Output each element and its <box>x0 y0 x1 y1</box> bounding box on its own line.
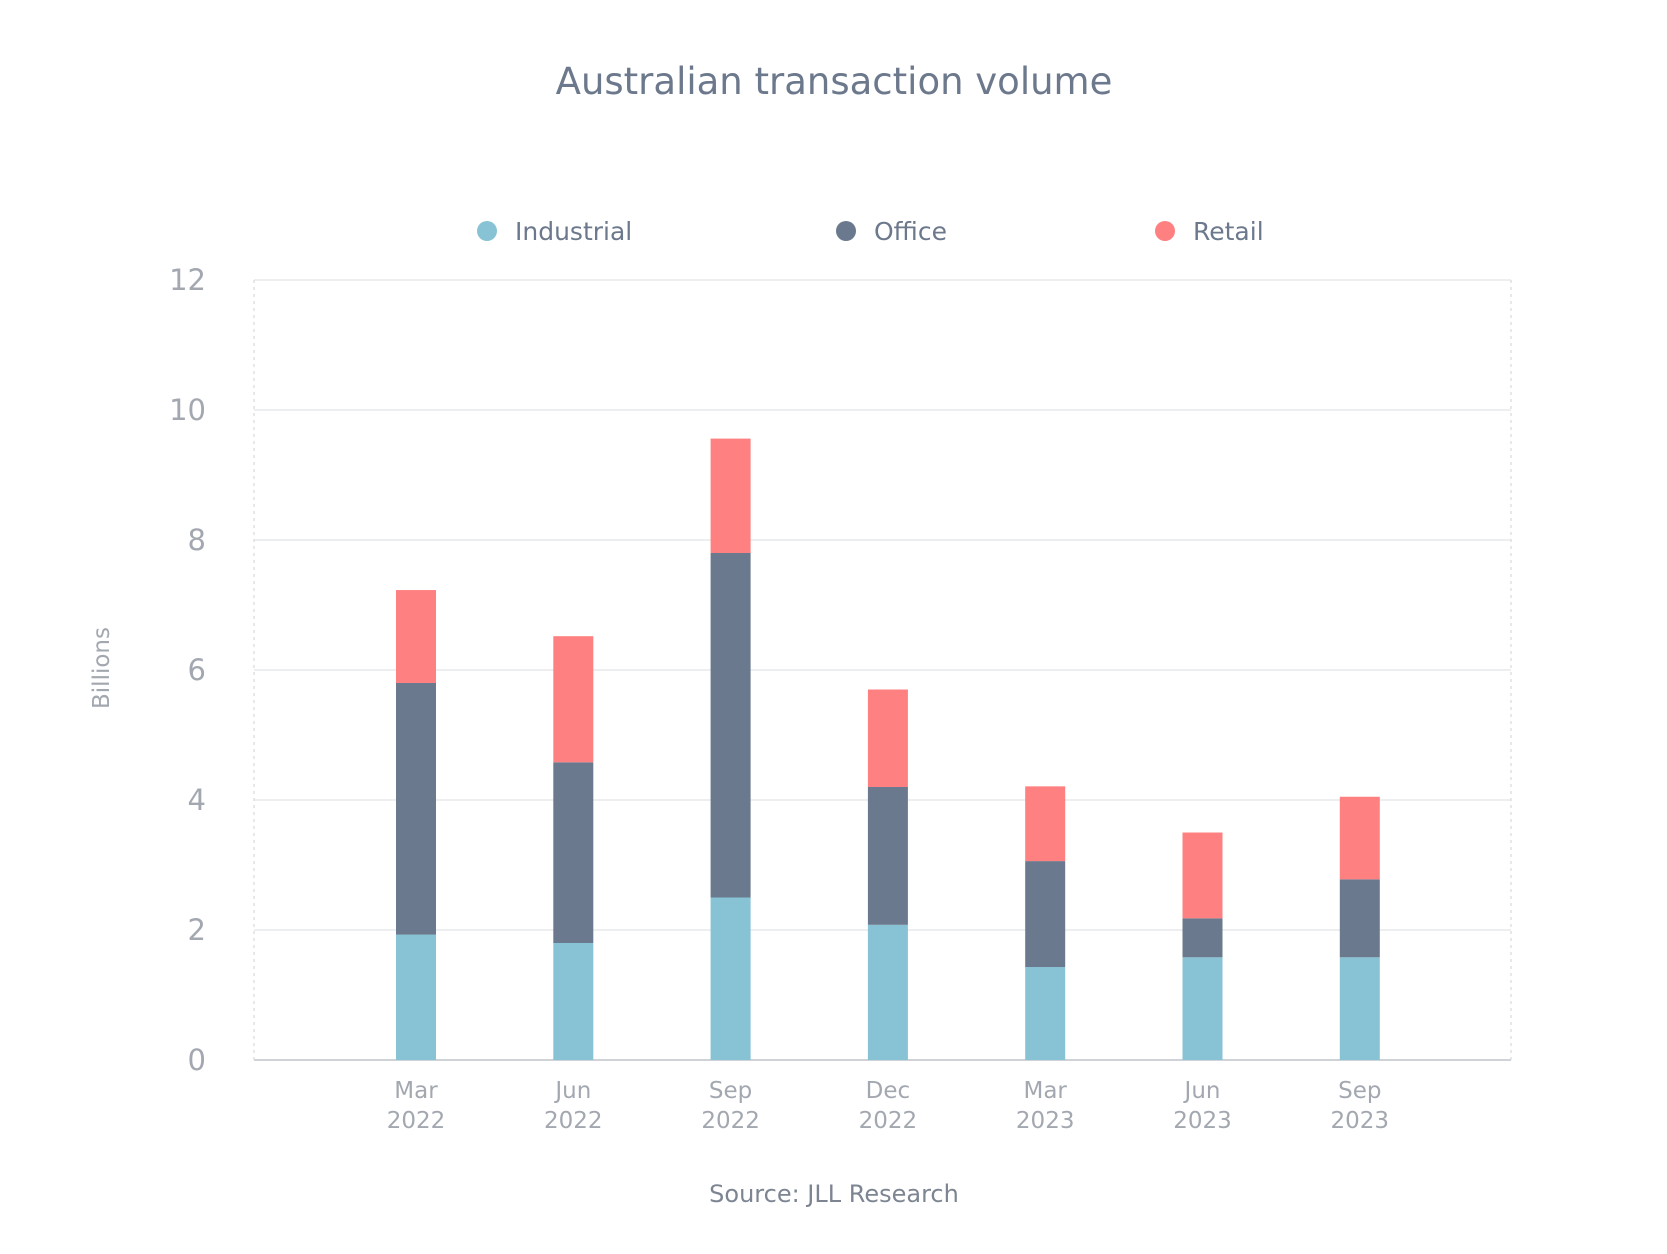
x-tick-label: 2023 <box>1016 1108 1075 1134</box>
x-tick-label: Mar <box>1023 1078 1067 1104</box>
x-tick-label: Jun <box>553 1078 591 1104</box>
bar-segment-retail <box>1339 796 1380 880</box>
legend: Industrial Office Retail <box>477 217 1264 246</box>
y-axis-label: Billions <box>89 627 115 709</box>
y-tick-label: 6 <box>188 653 206 687</box>
bar-segment-office <box>553 762 594 943</box>
legend-label: Retail <box>1193 217 1264 246</box>
x-tick-label: Mar <box>394 1078 438 1104</box>
grid <box>253 279 1512 1061</box>
bar-segment-retail <box>553 636 594 763</box>
legend-item-industrial: Industrial <box>477 217 632 246</box>
y-tick-label: 8 <box>188 523 206 557</box>
bars <box>396 438 1380 1060</box>
bar-segment-retail <box>396 590 436 683</box>
x-tick-label: 2022 <box>544 1108 603 1134</box>
legend-label: Industrial <box>515 217 632 246</box>
y-tick-label: 0 <box>188 1043 206 1077</box>
bar-segment-industrial <box>1339 957 1380 1060</box>
bar-segment-office <box>1339 879 1380 958</box>
bar-segment-retail <box>1025 786 1066 862</box>
bar-segment-office <box>1182 918 1223 958</box>
bar-segment-industrial <box>1182 957 1223 1060</box>
x-tick-label: 2023 <box>1331 1108 1390 1134</box>
y-tick-label: 10 <box>169 393 206 427</box>
legend-item-office: Office <box>836 217 947 246</box>
x-tick-label: 2023 <box>1173 1108 1232 1134</box>
y-tick-label: 2 <box>188 913 206 947</box>
bar-segment-industrial <box>1025 967 1066 1060</box>
x-tick-label: Sep <box>709 1078 752 1104</box>
bar-segment-industrial <box>710 897 751 1060</box>
bar-segment-retail <box>1182 832 1223 919</box>
x-tick-label: Dec <box>866 1078 911 1104</box>
legend-item-retail: Retail <box>1155 217 1264 246</box>
bar-segment-industrial <box>553 943 594 1060</box>
chart-title: Australian transaction volume <box>556 60 1113 103</box>
legend-marker <box>836 221 856 241</box>
y-axis-ticks: 0 2 4 6 8 10 12 <box>169 263 206 1077</box>
x-tick-label: 2022 <box>701 1108 760 1134</box>
source-note: Source: JLL Research <box>709 1180 959 1208</box>
bar-segment-office <box>396 683 436 935</box>
x-tick-label: Jun <box>1183 1078 1221 1104</box>
x-tick-label: 2022 <box>859 1108 918 1134</box>
x-axis-ticks: Mar 2022 Jun 2022 Sep 2022 Dec 2022 Mar 2023 Jun 20… <box>387 1078 1389 1134</box>
legend-marker <box>1155 221 1175 241</box>
bar-segment-industrial <box>867 924 908 1060</box>
bar-segment-retail <box>710 438 751 553</box>
x-tick-label: Sep <box>1338 1078 1381 1104</box>
bar-segment-office <box>710 553 751 898</box>
y-tick-label: 4 <box>188 783 206 817</box>
bar-segment-retail <box>867 689 908 787</box>
legend-marker <box>477 221 497 241</box>
legend-label: Office <box>874 217 947 246</box>
x-tick-label: 2022 <box>387 1108 446 1134</box>
bar-segment-office <box>1025 861 1066 968</box>
bar-segment-industrial <box>396 934 436 1060</box>
y-tick-label: 12 <box>169 263 206 297</box>
bar-segment-office <box>867 787 908 925</box>
